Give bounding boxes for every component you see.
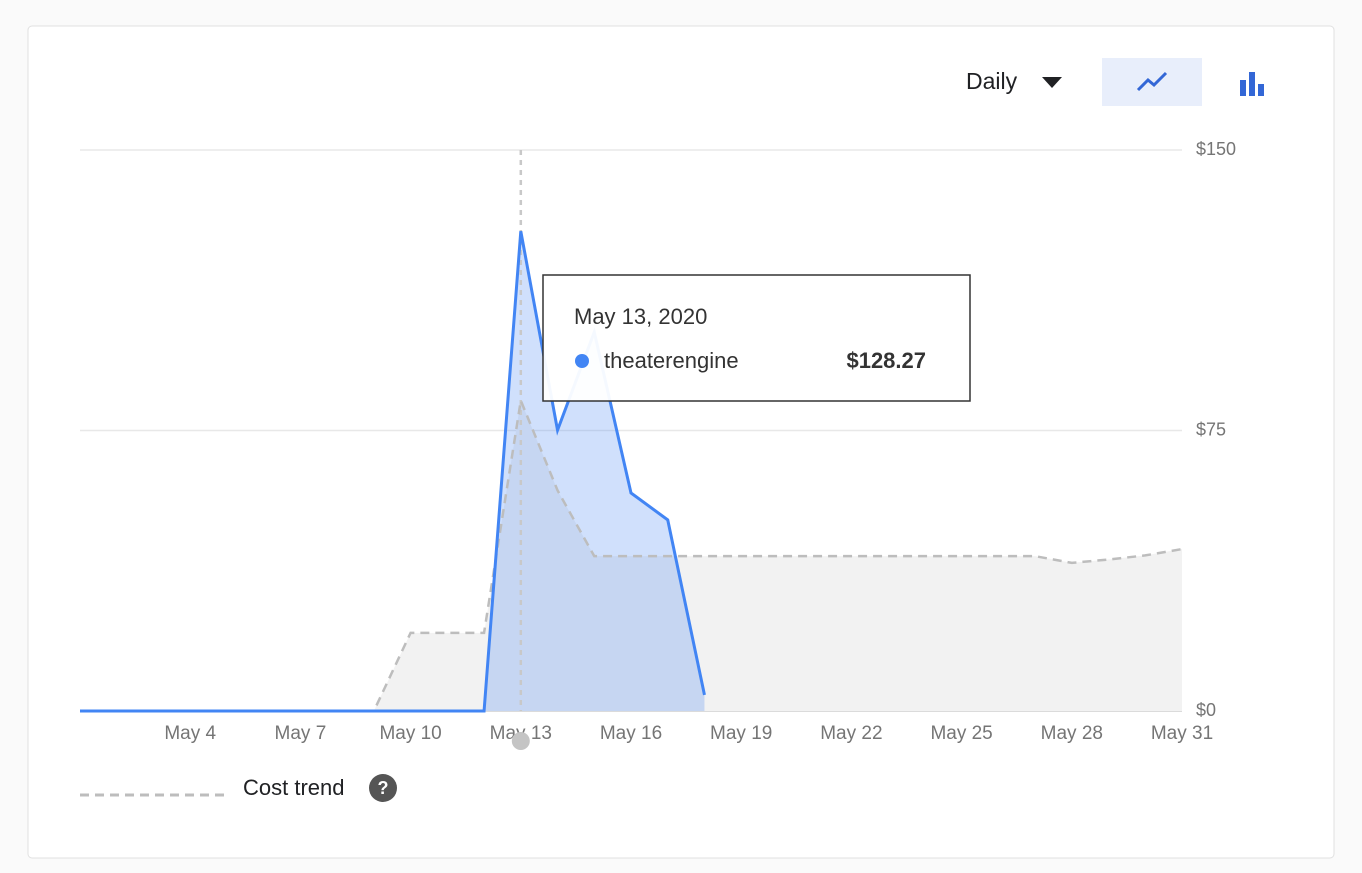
y-tick-label: $75: [1196, 419, 1226, 439]
x-tick-label: May 16: [600, 723, 662, 744]
x-tick-label: May 25: [930, 723, 992, 744]
hover-handle: [511, 732, 530, 750]
x-tick-label: May 19: [710, 723, 772, 744]
bar-icon[interactable]: [1240, 80, 1246, 96]
tooltip-value: $128.27: [846, 348, 926, 373]
line-icon[interactable]: [1136, 71, 1168, 92]
tooltip-series: theaterengine: [604, 348, 739, 373]
period-label[interactable]: Daily: [966, 68, 1018, 94]
tooltip-swatch: [575, 354, 589, 368]
card: [27, 25, 1335, 859]
y-tick-label: $150: [1196, 139, 1236, 159]
bar-icon[interactable]: [1249, 72, 1255, 96]
area: [80, 400, 1182, 711]
area: [80, 231, 705, 711]
period-select[interactable]: Daily: [966, 68, 1062, 94]
x-tick-label: May 31: [1151, 723, 1213, 744]
tooltip-box: [542, 274, 971, 402]
dropdown-arrow[interactable]: [1042, 77, 1062, 88]
bar-chart-button[interactable]: [1240, 72, 1264, 96]
x-tick-label: May 10: [379, 723, 441, 744]
tooltip: May 13, 2020 theaterengine $128.27: [542, 274, 971, 402]
bar-icon[interactable]: [1258, 84, 1264, 96]
x-tick-label: May 28: [1041, 723, 1103, 744]
x-tick-label: May 22: [820, 723, 882, 744]
tooltip-title: May 13, 2020: [574, 304, 707, 329]
help-icon[interactable]: [369, 774, 397, 802]
legend-label: Cost trend: [243, 775, 345, 800]
x-tick-label: May 4: [164, 723, 216, 744]
y-tick-label: $0: [1196, 700, 1216, 720]
help-icon-glyph[interactable]: ?: [378, 778, 389, 798]
x-tick-label: May 7: [275, 723, 327, 744]
